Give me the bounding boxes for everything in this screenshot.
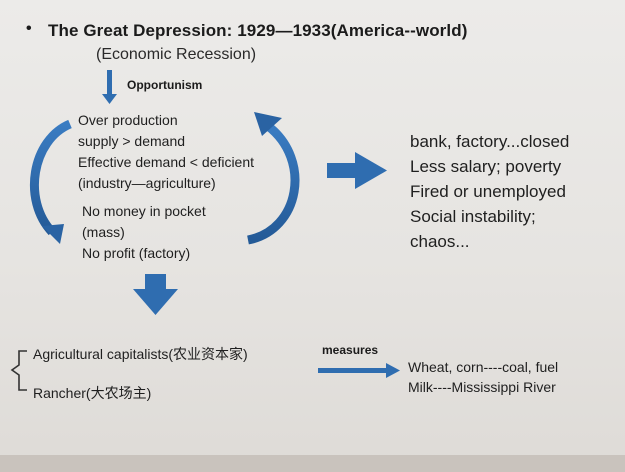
- bottom-strip: [0, 455, 625, 472]
- bullet-point: •: [26, 20, 32, 37]
- effect-item: Less salary; poverty: [410, 157, 562, 176]
- cause-item: No profit (factory): [82, 245, 191, 261]
- down-arrow-small-icon: [102, 70, 117, 104]
- cause-item: Effective demand < deficient: [78, 154, 255, 170]
- group-agricultural-capitalists: Agricultural capitalists(农业资本家): [33, 346, 248, 362]
- effect-item: Social instability;: [410, 207, 536, 226]
- slide-subtitle: (Economic Recession): [96, 46, 257, 63]
- cause-item: Over production: [78, 112, 178, 128]
- cause-item: (mass): [82, 224, 125, 240]
- measures-label: measures: [322, 343, 379, 357]
- cause-item: (industry—agriculture): [78, 175, 216, 191]
- opportunism-label: Opportunism: [127, 78, 203, 92]
- effect-item: chaos...: [410, 232, 470, 251]
- down-arrow-large-icon: [133, 274, 178, 315]
- right-cycle-arrow-icon: [246, 112, 300, 245]
- group-rancher: Rancher(大农场主): [33, 385, 152, 401]
- result-item: Wheat, corn----coal, fuel: [408, 359, 559, 375]
- group-bracket: [10, 350, 27, 391]
- left-cycle-arrow-icon: [29, 119, 73, 244]
- cause-item: No money in pocket: [82, 203, 206, 219]
- result-item: Milk----Mississippi River: [408, 379, 556, 395]
- slide-title: The Great Depression: 1929—1933(America-…: [48, 21, 468, 40]
- effect-item: Fired or unemployed: [410, 182, 566, 201]
- cause-item: supply > demand: [78, 133, 186, 149]
- measures-arrow-icon: [318, 363, 400, 378]
- effect-item: bank, factory...closed: [410, 132, 570, 151]
- right-arrow-effects-icon: [327, 152, 387, 189]
